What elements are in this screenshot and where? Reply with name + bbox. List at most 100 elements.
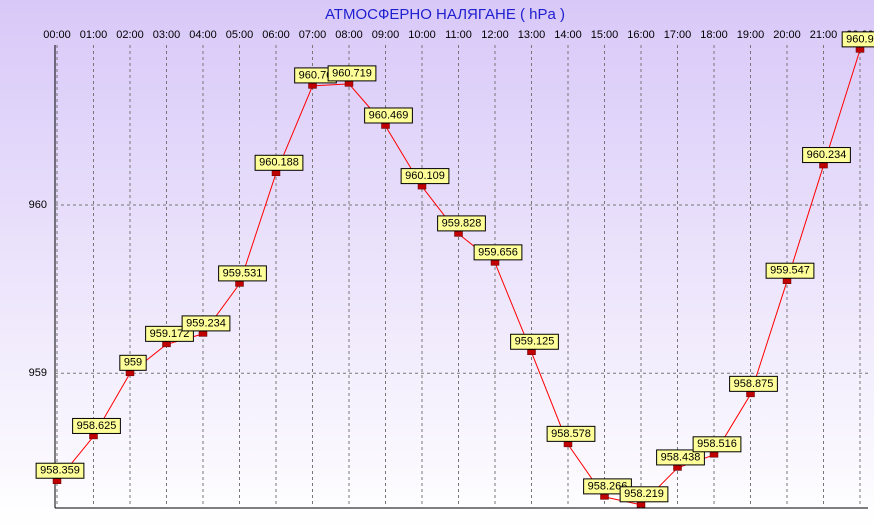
- value-label-box: [364, 107, 413, 124]
- value-label-box: [473, 244, 523, 261]
- point: [271, 170, 281, 177]
- value-label-group: 958.219: [619, 486, 669, 503]
- x-tick-label: 12:00: [481, 29, 509, 41]
- value-label-box: [254, 154, 304, 171]
- value-label: 958.438: [661, 451, 701, 463]
- value-label: 959.828: [442, 217, 482, 229]
- value-label-group: 960.188: [254, 154, 304, 171]
- value-label: 958.625: [77, 420, 117, 432]
- value-label-box: [802, 147, 851, 164]
- point: [235, 281, 244, 287]
- value-label-group: 959: [119, 354, 147, 371]
- value-label-box: [35, 462, 85, 479]
- x-tick-label: 15:00: [591, 29, 619, 41]
- value-label-group: 959.234: [181, 315, 231, 332]
- point: [308, 83, 317, 89]
- point: [709, 452, 719, 458]
- point: [563, 441, 573, 448]
- x-tick-label: 05:00: [226, 29, 254, 41]
- point: [454, 231, 463, 237]
- value-label-box: [72, 417, 121, 434]
- value-label-box: [619, 486, 669, 503]
- value-label-box: [546, 425, 596, 442]
- value-label: 960.70: [299, 69, 333, 81]
- value-label-group: 958.625: [72, 417, 121, 434]
- x-tick-label: 11:00: [445, 29, 472, 41]
- x-tick-label: 18:00: [700, 29, 728, 41]
- point: [89, 433, 98, 440]
- point: [746, 391, 755, 398]
- value-label-box: [510, 333, 559, 350]
- x-tick-label: 03:00: [153, 29, 181, 41]
- value-label: 959.172: [150, 328, 190, 340]
- x-tick-label: 21:00: [810, 29, 838, 41]
- y-tick-label: 959: [29, 367, 47, 379]
- value-label: 959.125: [515, 336, 555, 348]
- value-label-group: 959.547: [765, 262, 815, 279]
- value-label-box: [841, 31, 874, 48]
- y-tick-label: 960: [29, 199, 47, 211]
- value-label: 958.266: [588, 480, 628, 492]
- x-tick-label: 04:00: [189, 29, 217, 41]
- x-tick-label: 16:00: [627, 29, 655, 41]
- point: [782, 278, 792, 284]
- point: [527, 349, 536, 356]
- x-tick-label: 08:00: [335, 29, 363, 41]
- value-label: 960.469: [369, 109, 409, 121]
- x-tick-label: 19:00: [737, 29, 765, 41]
- x-tick-label: 09:00: [372, 29, 400, 41]
- value-label: 960.719: [332, 67, 372, 79]
- point: [855, 47, 865, 53]
- value-label-box: [400, 168, 450, 185]
- value-label: 958.578: [551, 428, 591, 440]
- value-label-group: 958.266: [583, 478, 632, 495]
- x-tick-label: 02:00: [116, 29, 144, 41]
- value-label: 959.547: [770, 265, 810, 277]
- value-label: 960.234: [807, 149, 847, 161]
- value-label: 960.109: [405, 170, 445, 182]
- value-label-group: 959.125: [510, 333, 559, 350]
- value-label-box: [119, 354, 147, 371]
- value-label-box: [729, 375, 778, 392]
- value-label-box: [327, 65, 377, 82]
- value-label-box: [145, 325, 194, 342]
- x-tick-label: 17:00: [664, 29, 692, 41]
- point: [52, 478, 62, 484]
- x-tick-label: 10:00: [408, 29, 436, 41]
- value-label-group: 960.70: [294, 67, 337, 84]
- value-label-group: 960.234: [802, 147, 851, 164]
- value-label: 958.875: [734, 378, 774, 390]
- value-label-group: 960.719: [327, 65, 377, 82]
- point: [344, 81, 354, 87]
- value-label: 959: [124, 357, 142, 369]
- value-label: 960.92: [846, 33, 874, 45]
- value-label: 959.531: [223, 267, 263, 279]
- x-tick-label: 00:00: [43, 29, 71, 41]
- chart-title: АТМОСФЕРНО НАЛЯГАНЕ ( hPa ): [325, 6, 565, 23]
- point: [162, 341, 171, 348]
- value-label: 959.234: [186, 317, 226, 329]
- point: [198, 331, 208, 337]
- x-tick-label: 01:00: [80, 29, 108, 41]
- point: [125, 370, 135, 377]
- value-label-group: 958.438: [656, 449, 705, 466]
- value-label-box: [181, 315, 231, 332]
- value-label: 958.516: [697, 438, 737, 450]
- point: [819, 162, 828, 169]
- value-label-group: 958.516: [692, 436, 742, 453]
- value-label: 960.188: [259, 157, 299, 169]
- value-label-box: [656, 449, 705, 466]
- value-label-group: 959.828: [437, 215, 486, 232]
- point: [673, 465, 682, 471]
- value-label-group: 959.656: [473, 244, 523, 261]
- point: [490, 260, 500, 266]
- x-tick-label: 20:00: [773, 29, 801, 41]
- value-label: 958.219: [624, 488, 664, 500]
- x-tick-label: 14:00: [554, 29, 582, 41]
- x-tick-label: 07:00: [299, 29, 327, 41]
- value-label-group: 960.469: [364, 107, 413, 124]
- value-label-group: 960.92: [841, 31, 874, 48]
- value-label-group: 958.578: [546, 425, 596, 442]
- value-label: 958.359: [40, 465, 80, 477]
